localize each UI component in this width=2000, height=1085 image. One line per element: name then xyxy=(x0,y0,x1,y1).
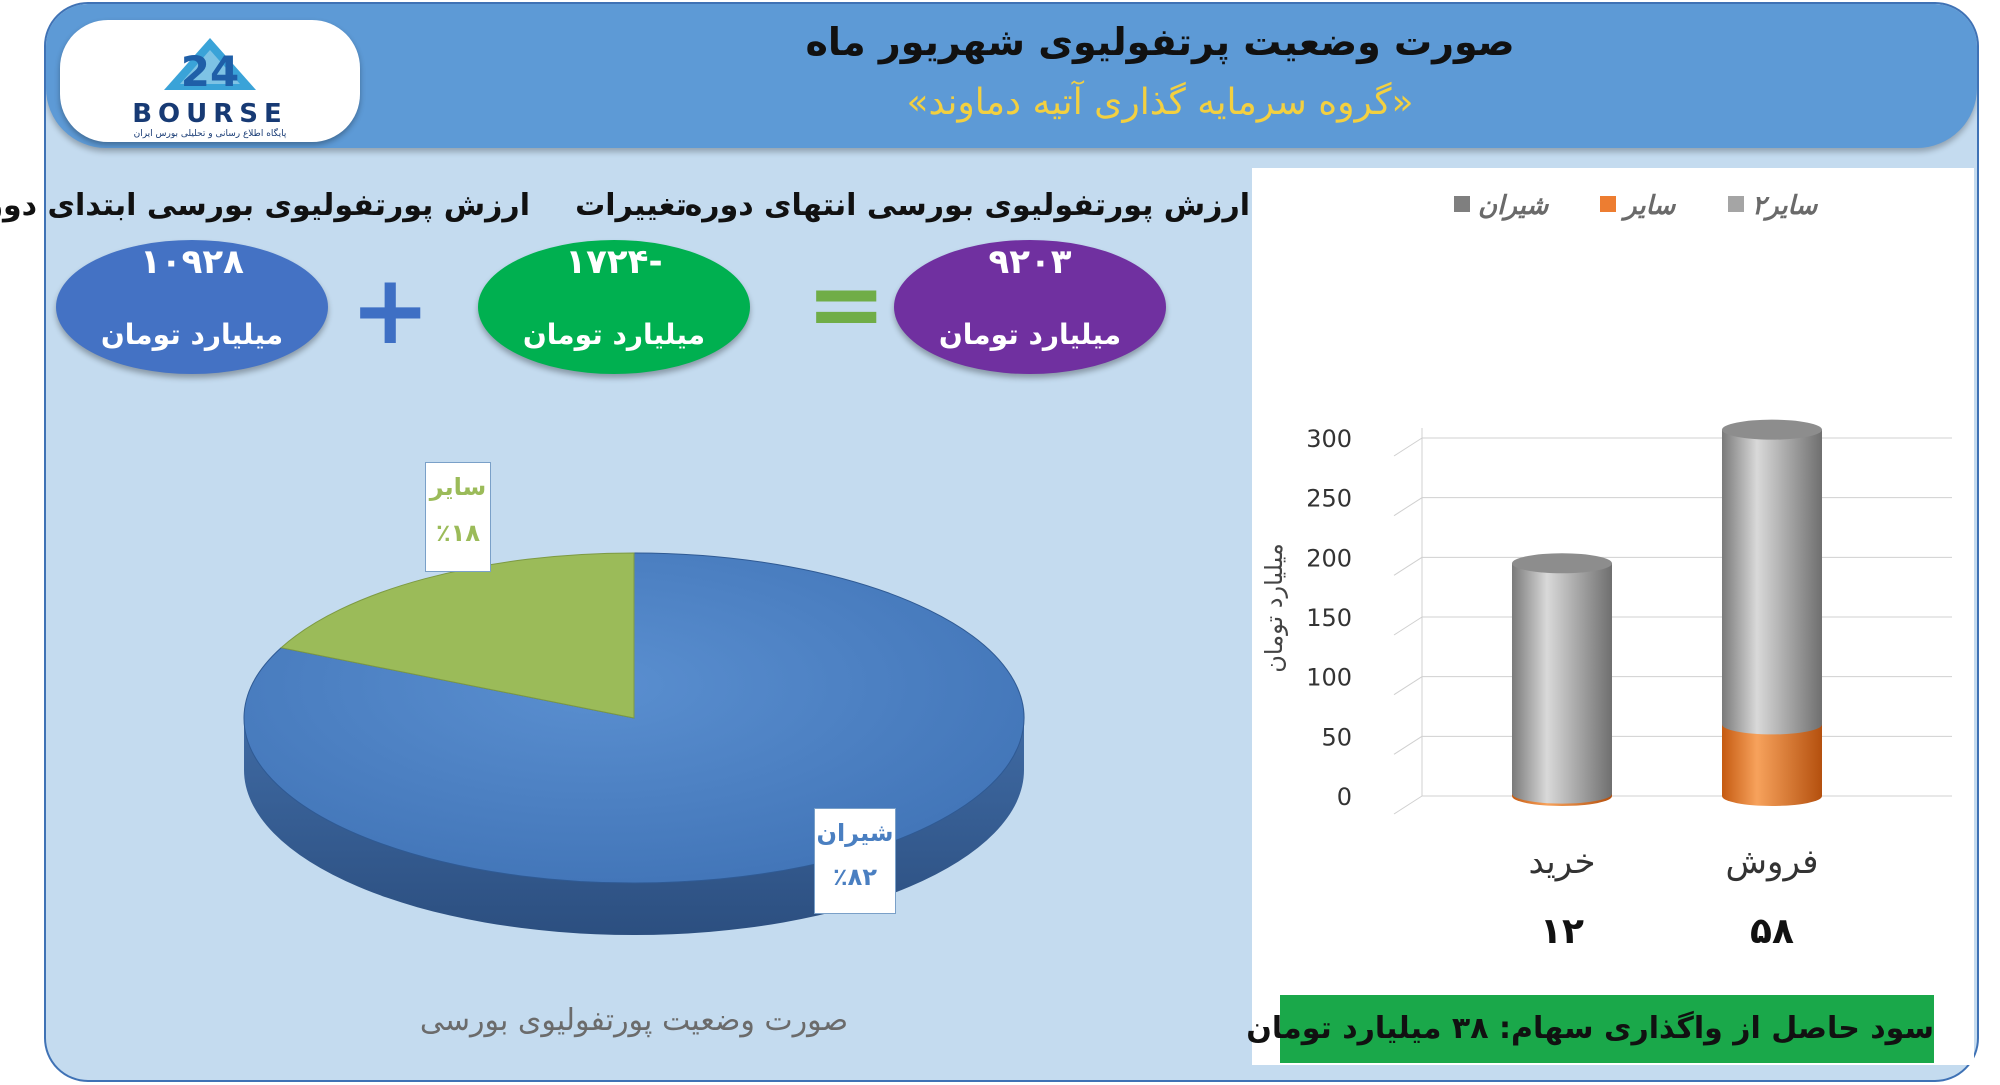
bar-chart-ylabel: میلیارد تومان xyxy=(1260,543,1288,672)
grid-line-diag xyxy=(1393,676,1423,696)
end-value-unit: میلیارد تومان xyxy=(938,318,1122,351)
legend-label: سایر xyxy=(1620,191,1677,221)
bar-top-cap xyxy=(1512,553,1612,574)
end-value-ellipse: ۹۲۰۳ میلیارد تومان xyxy=(894,240,1166,374)
y-tick-label: 100 xyxy=(1306,664,1352,692)
bar-chart-bars xyxy=(1512,419,1822,806)
grid-line-diag xyxy=(1393,795,1423,815)
x-category-label: فروش xyxy=(1726,842,1819,882)
bar-chart-x-labels: خرید ۱۲ فروش ۵۸ xyxy=(1528,842,1818,952)
logo-number: 24 xyxy=(181,47,239,96)
pie-label-sayer-value: ٪۱۸ xyxy=(436,519,480,547)
change-ellipse: -۱۷۲۴ میلیارد تومان xyxy=(478,240,750,374)
change-value-unit: میلیارد تومان xyxy=(522,318,706,351)
y-tick-label: 0 xyxy=(1337,783,1352,811)
bar-segment xyxy=(1722,724,1822,806)
legend-swatch xyxy=(1454,196,1470,212)
bar-chart-legend: شیران سایر سایر۲ xyxy=(1454,191,1818,221)
pie-label-shiran: شیران ٪۸۲ xyxy=(814,808,896,914)
start-value-unit: میلیارد تومان xyxy=(100,318,284,351)
y-tick-label: 150 xyxy=(1306,604,1352,632)
grid-line-diag xyxy=(1393,556,1423,576)
x-category-total: ۱۲ xyxy=(1540,911,1584,952)
change-label: تغییرات xyxy=(575,188,687,223)
bar-top-cap xyxy=(1722,419,1822,440)
legend-label: شیران xyxy=(1478,191,1550,221)
bar-chart-grid xyxy=(1393,428,1952,815)
logo-mark: 24 BOURSE پایگاه اطلاع رسانی و تحلیلی بو… xyxy=(132,38,288,139)
bar-segment xyxy=(1722,429,1822,735)
y-tick-label: 200 xyxy=(1306,544,1352,572)
legend-swatch xyxy=(1728,196,1744,212)
legend-label: سایر۲ xyxy=(1752,191,1818,221)
bourse24-logo: 24 BOURSE پایگاه اطلاع رسانی و تحلیلی بو… xyxy=(60,20,360,142)
x-category-total: ۵۸ xyxy=(1750,911,1794,952)
grid-line-diag xyxy=(1393,616,1423,636)
y-tick-label: 50 xyxy=(1321,723,1352,751)
plus-sign: + xyxy=(350,254,431,366)
start-value-ellipse: ۱۰۹۲۸ میلیارد تومان xyxy=(56,240,328,374)
bar-chart-y-ticks: 0 50 100 150 200 250 300 xyxy=(1306,425,1352,811)
start-value-label: ارزش پورتفولیوی بورسی ابتدای دوره xyxy=(0,188,530,223)
logo-caption: پایگاه اطلاع رسانی و تحلیلی بورس ایران xyxy=(134,127,287,139)
pie-label-sayer-name: سایر xyxy=(429,473,487,501)
pie-label-shiran-value: ٪۸۲ xyxy=(833,863,877,891)
bar-segment xyxy=(1512,563,1612,804)
y-tick-label: 250 xyxy=(1306,485,1352,513)
profit-note: سود حاصل از واگذاری سهام: ۳۸ میلیارد توم… xyxy=(1246,995,1934,1063)
equals-sign: = xyxy=(806,248,887,360)
change-value: -۱۷۲۴ xyxy=(565,242,663,282)
grid-line-diag xyxy=(1393,437,1423,457)
pie-label-shiran-name: شیران xyxy=(816,819,894,847)
pie-slice-sayer xyxy=(280,552,635,719)
pie-chart-title: صورت وضعیت پورتفولیوی بورسی xyxy=(420,1003,848,1038)
logo-wordmark: BOURSE xyxy=(132,99,288,129)
end-value: ۹۲۰۳ xyxy=(988,242,1072,282)
x-category-label: خرید xyxy=(1528,842,1595,882)
header-banner xyxy=(46,4,1977,148)
page-subtitle: «گروه سرمایه گذاری آتیه دماوند» xyxy=(906,82,1414,123)
pie-label-sayer: سایر ٪۱۸ xyxy=(425,462,491,572)
y-tick-label: 300 xyxy=(1306,425,1352,453)
pie-chart: صورت وضعیت پورتفولیوی بورسی xyxy=(243,552,1025,1038)
legend-swatch xyxy=(1600,196,1616,212)
grid-line-diag xyxy=(1393,735,1423,755)
start-value: ۱۰۹۲۸ xyxy=(140,242,244,282)
bar-chart: شیران سایر سایر۲ 0 50 100 150 200 250 300 میلیار… xyxy=(1260,191,1952,952)
end-value-label: ارزش پورتفولیوی بورسی انتهای دوره xyxy=(684,188,1250,223)
page-title: صورت وضعیت پرتفولیوی شهریور ماه xyxy=(805,20,1515,64)
grid-line-diag xyxy=(1393,497,1423,517)
